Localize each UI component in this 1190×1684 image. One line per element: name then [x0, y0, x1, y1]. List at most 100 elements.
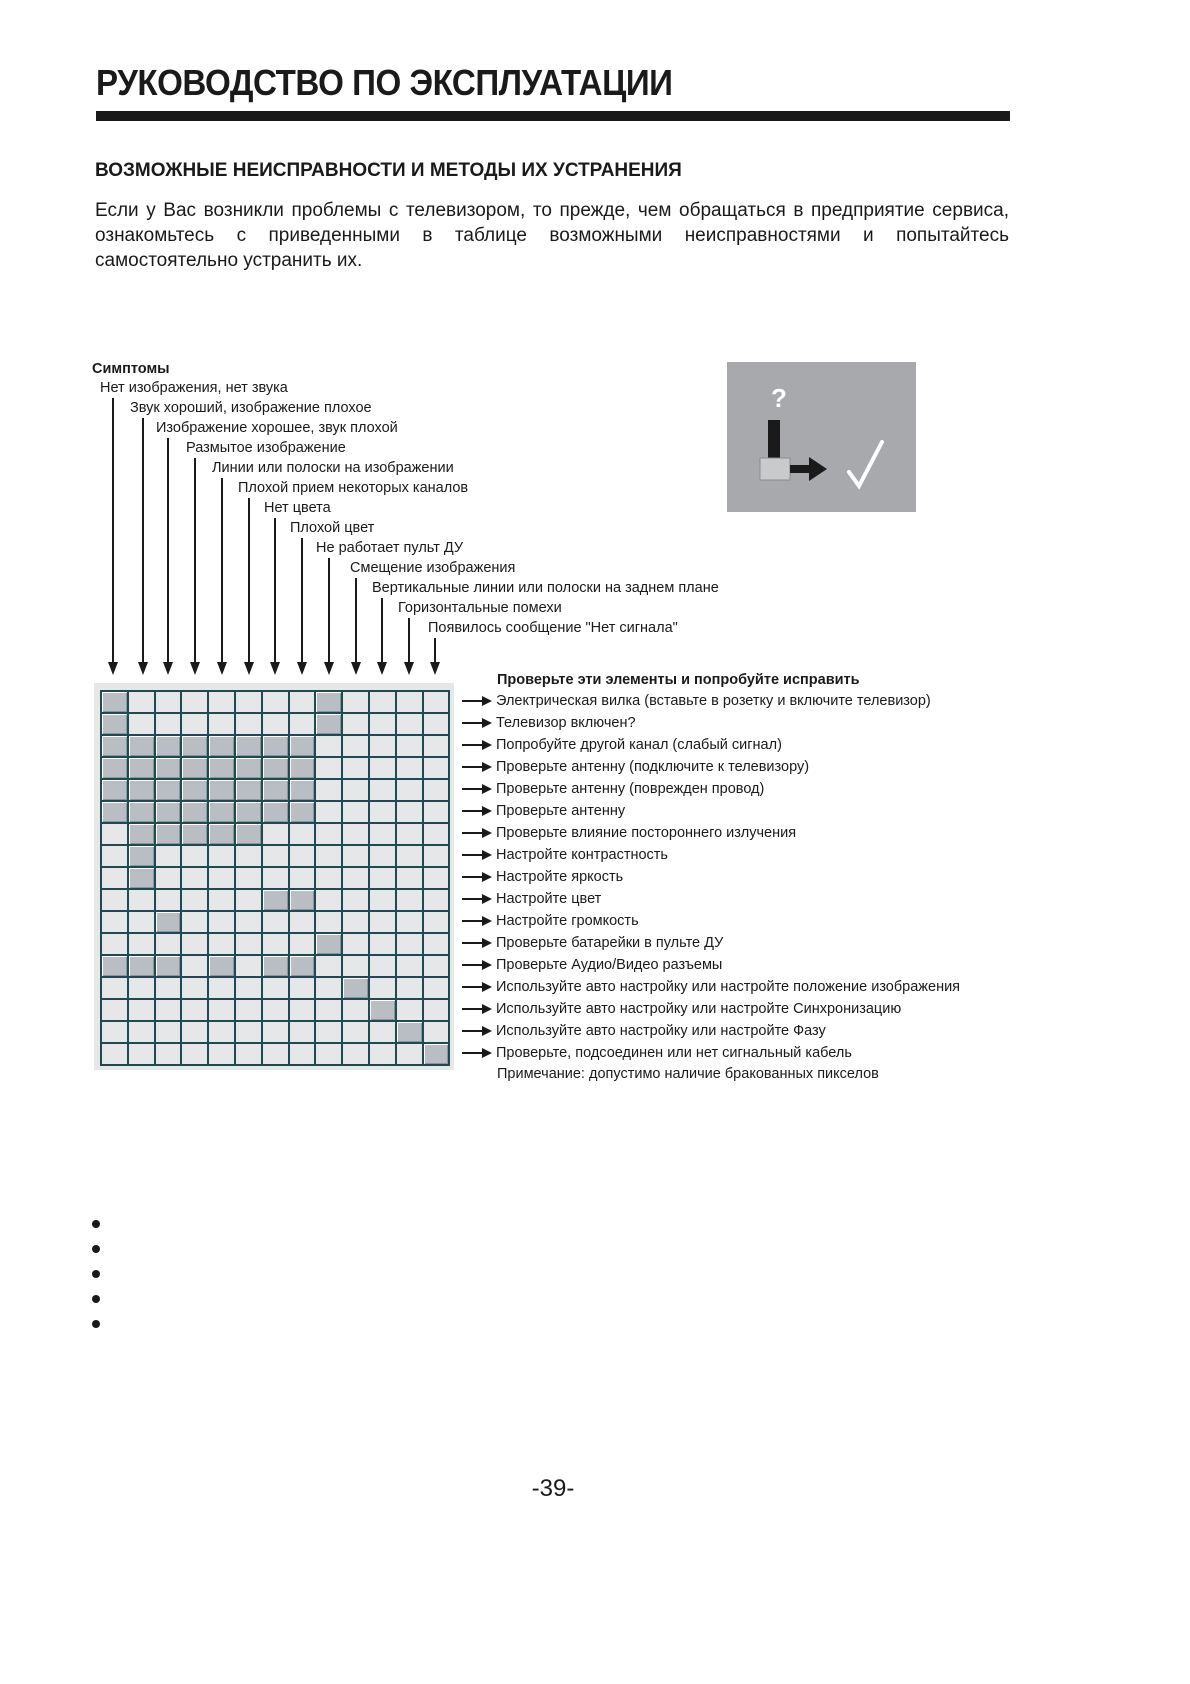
- matrix-cell: [128, 692, 156, 714]
- matrix-cell: [182, 978, 210, 1000]
- matrix-cell-marked: [262, 890, 290, 912]
- matrix-cell-marked: [155, 912, 183, 934]
- arrow-right-icon: [462, 696, 492, 706]
- matrix-cell: [235, 934, 263, 956]
- matrix-cell: [102, 934, 129, 956]
- check-label: Настройте цвет: [496, 891, 602, 907]
- matrix-cell: [316, 912, 344, 934]
- check-item: Настройте яркость: [462, 869, 623, 885]
- matrix-cell-marked: [209, 736, 236, 758]
- symptom-label: Горизонтальные помехи: [398, 600, 562, 616]
- matrix-cell: [182, 956, 210, 978]
- matrix-cell: [396, 978, 424, 1000]
- matrix-cell: [155, 1022, 183, 1044]
- matrix-cell-marked: [102, 758, 129, 780]
- matrix-cell: [209, 934, 236, 956]
- matrix-cell: [128, 714, 156, 736]
- matrix-cell: [369, 780, 397, 802]
- matrix-cell-marked: [182, 736, 210, 758]
- matrix-cell: [235, 846, 263, 868]
- matrix-cell: [396, 802, 424, 824]
- matrix-cell: [343, 780, 370, 802]
- matrix-cell: [235, 714, 263, 736]
- check-label: Используйте авто настройку или настройте…: [496, 979, 961, 995]
- matrix-cell-marked: [209, 824, 236, 846]
- matrix-cell-marked: [289, 780, 317, 802]
- matrix-cell-marked: [155, 758, 183, 780]
- matrix-cell: [396, 824, 424, 846]
- symptom-arrow-line: [434, 638, 436, 662]
- matrix-cell-marked: [182, 780, 210, 802]
- symptom-label: Не работает пульт ДУ: [316, 540, 464, 556]
- matrix-cell: [182, 912, 210, 934]
- arrow-right-icon: [462, 1048, 492, 1058]
- matrix-cell: [209, 1044, 236, 1066]
- check-item: Проверьте, подсоединен или нет сигнальны…: [462, 1045, 852, 1061]
- matrix-cell: [102, 912, 129, 934]
- matrix-cell: [209, 912, 236, 934]
- matrix-cell: [396, 758, 424, 780]
- matrix-cell-marked: [262, 780, 290, 802]
- arrow-right-icon: [462, 718, 492, 728]
- matrix-cell: [369, 978, 397, 1000]
- matrix-cell: [343, 934, 370, 956]
- matrix-cell: [423, 736, 451, 758]
- matrix-cell: [316, 868, 344, 890]
- matrix-cell-marked: [102, 956, 129, 978]
- matrix-cell: [289, 934, 317, 956]
- matrix-cell-marked: [128, 846, 156, 868]
- matrix-cell: [316, 780, 344, 802]
- matrix-cell: [155, 978, 183, 1000]
- matrix-cell-marked: [128, 824, 156, 846]
- matrix-cell: [396, 956, 424, 978]
- arrow-down-icon: [244, 662, 254, 675]
- matrix-cell-marked: [235, 824, 263, 846]
- arrow-right-icon: [462, 938, 492, 948]
- symptom-arrow-line: [194, 458, 196, 662]
- check-label: Настройте громкость: [496, 913, 639, 929]
- matrix-cell: [316, 1000, 344, 1022]
- matrix-cell-marked: [289, 758, 317, 780]
- check-item: Проверьте влияние постороннего излучения: [462, 825, 796, 841]
- matrix-cell: [155, 890, 183, 912]
- matrix-cell: [209, 714, 236, 736]
- matrix-cell: [182, 714, 210, 736]
- matrix-cell-marked: [128, 758, 156, 780]
- symptom-label: Нет изображения, нет звука: [100, 380, 288, 396]
- matrix-cell: [423, 912, 451, 934]
- matrix-cell: [182, 1044, 210, 1066]
- matrix-cell: [262, 714, 290, 736]
- troubleshoot-illustration: ?: [727, 362, 916, 512]
- page-number: -39-: [531, 1475, 575, 1502]
- matrix-cell-marked: [102, 802, 129, 824]
- matrix-cell: [316, 956, 344, 978]
- matrix-cell: [182, 1022, 210, 1044]
- check-item: Проверьте антенну (поврежден провод): [462, 781, 764, 797]
- check-mark-icon: ?: [759, 383, 884, 490]
- matrix-cell-marked: [423, 1044, 451, 1066]
- matrix-cell: [316, 802, 344, 824]
- matrix-cell-marked: [235, 758, 263, 780]
- intro-paragraph: Если у Вас возникли проблемы с телевизор…: [95, 200, 1009, 271]
- matrix-cell: [235, 890, 263, 912]
- matrix-cell: [102, 1044, 129, 1066]
- matrix-cell: [102, 1022, 129, 1044]
- matrix-cell-marked: [209, 802, 236, 824]
- matrix-cell-marked: [343, 978, 370, 1000]
- arrow-right-icon: [462, 960, 492, 970]
- arrow-down-icon: [163, 662, 173, 675]
- matrix-cell: [128, 1000, 156, 1022]
- matrix-cell: [396, 1044, 424, 1066]
- matrix-cell-marked: [369, 1000, 397, 1022]
- symptom-arrow-line: [142, 418, 144, 662]
- symptom-label: Размытое изображение: [186, 440, 346, 456]
- matrix-cell: [343, 956, 370, 978]
- matrix-cell: [396, 868, 424, 890]
- matrix-cell: [289, 692, 317, 714]
- matrix-cell: [262, 692, 290, 714]
- matrix-cell: [235, 956, 263, 978]
- symptom-label: Плохой цвет: [290, 520, 375, 536]
- bullet-icon: [92, 1220, 100, 1228]
- matrix-cell: [209, 868, 236, 890]
